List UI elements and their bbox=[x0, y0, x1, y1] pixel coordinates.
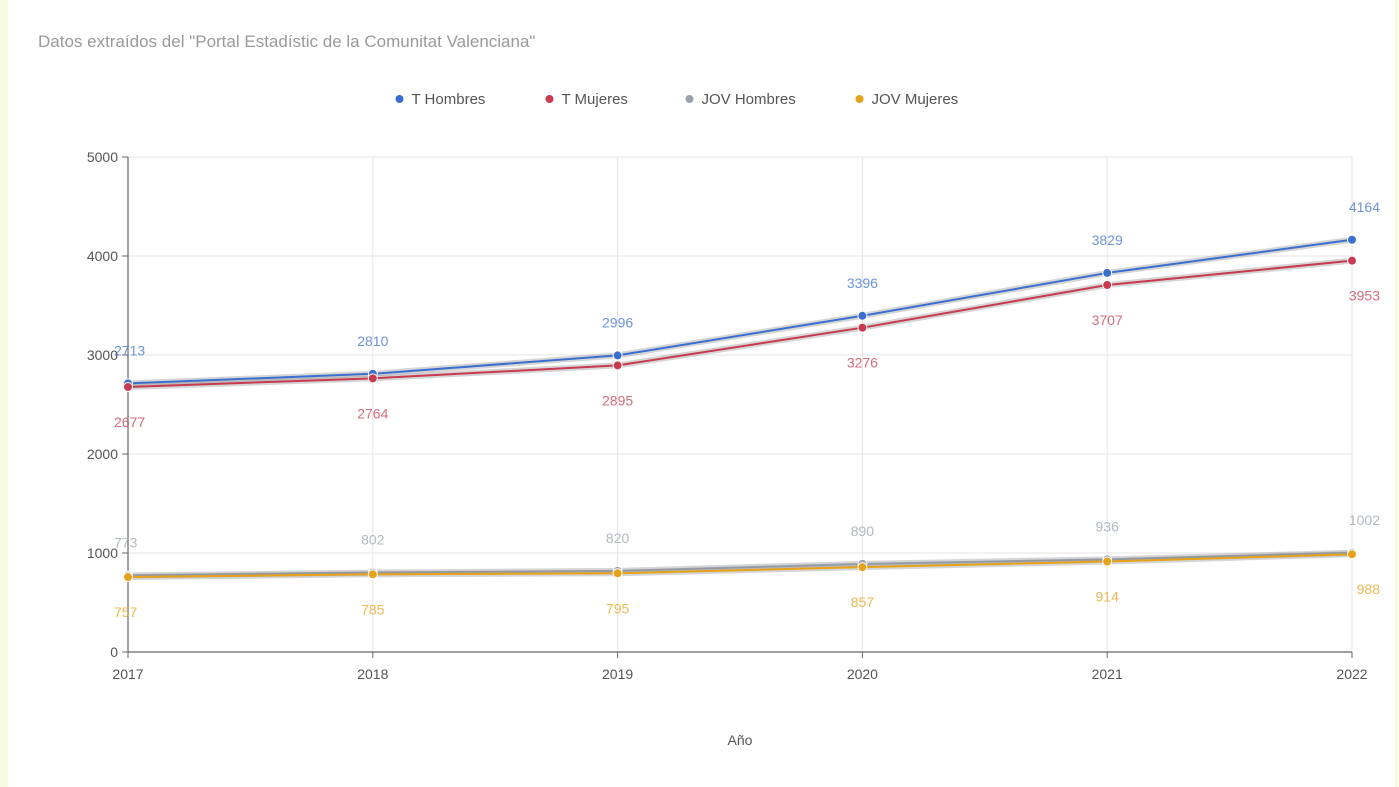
data-label: 785 bbox=[361, 601, 385, 617]
y-tick-label: 5000 bbox=[87, 149, 118, 165]
data-point bbox=[1102, 267, 1113, 278]
data-label: 2810 bbox=[357, 333, 388, 349]
series-line-2 bbox=[127, 551, 1353, 577]
data-label: 3829 bbox=[1092, 232, 1123, 248]
legend-label: T Hombres bbox=[412, 91, 486, 108]
data-point bbox=[1102, 280, 1113, 291]
data-label: 4164 bbox=[1349, 199, 1380, 215]
data-point bbox=[857, 562, 868, 573]
legend-marker bbox=[395, 95, 404, 103]
data-label: 802 bbox=[361, 532, 385, 548]
data-label: 795 bbox=[606, 600, 630, 616]
data-label: 890 bbox=[851, 523, 875, 539]
data-label: 2895 bbox=[602, 392, 633, 408]
data-label: 3953 bbox=[1349, 288, 1380, 304]
x-tick-label: 2018 bbox=[357, 666, 388, 682]
series-shadow-0 bbox=[127, 236, 1353, 387]
data-label: 936 bbox=[1096, 518, 1120, 534]
data-point bbox=[1347, 234, 1357, 245]
y-tick-label: 2000 bbox=[87, 446, 118, 462]
y-tick-label: 1000 bbox=[87, 545, 118, 561]
y-tick-label: 4000 bbox=[87, 248, 118, 264]
data-point bbox=[123, 572, 133, 583]
data-label: 3276 bbox=[847, 355, 878, 371]
legend-marker bbox=[545, 95, 554, 103]
data-label: 2764 bbox=[357, 405, 388, 421]
data-label: 757 bbox=[114, 604, 138, 620]
series-line-1 bbox=[127, 259, 1353, 388]
data-label: 2677 bbox=[114, 414, 145, 430]
x-tick-label: 2020 bbox=[847, 666, 878, 682]
legend-label: T Mujeres bbox=[562, 91, 628, 108]
x-tick-label: 2021 bbox=[1092, 666, 1123, 682]
data-label: 3396 bbox=[847, 275, 878, 291]
data-point bbox=[612, 568, 623, 579]
data-point bbox=[123, 381, 133, 392]
data-point bbox=[367, 373, 378, 384]
data-label: 1002 bbox=[1349, 512, 1380, 528]
data-label: 914 bbox=[1096, 589, 1120, 605]
x-tick-label: 2017 bbox=[112, 666, 143, 682]
legend-label: JOV Mujeres bbox=[872, 91, 959, 108]
data-label: 857 bbox=[851, 594, 875, 610]
x-tick-label: 2019 bbox=[602, 666, 633, 682]
y-tick-label: 3000 bbox=[87, 347, 118, 363]
legend-marker bbox=[855, 95, 864, 103]
y-tick-label: 0 bbox=[110, 644, 118, 660]
chart-card: Datos extraídos del "Portal Estadístic d… bbox=[8, 0, 1395, 787]
legend-marker bbox=[685, 95, 694, 103]
x-tick-label: 2022 bbox=[1336, 666, 1367, 682]
data-label: 2713 bbox=[114, 342, 145, 358]
data-point bbox=[367, 569, 378, 580]
data-label: 773 bbox=[114, 534, 138, 550]
series-line-0 bbox=[127, 238, 1353, 385]
data-point bbox=[1347, 255, 1357, 266]
data-label: 820 bbox=[606, 530, 630, 546]
data-point bbox=[612, 350, 623, 361]
data-point bbox=[1347, 549, 1357, 560]
series-line-3 bbox=[127, 553, 1353, 579]
x-axis-title: Año bbox=[728, 732, 753, 748]
data-point bbox=[612, 360, 623, 371]
data-point bbox=[857, 322, 868, 333]
legend-label: JOV Hombres bbox=[702, 91, 796, 108]
data-point bbox=[1102, 556, 1113, 567]
data-label: 2996 bbox=[602, 314, 633, 330]
data-point bbox=[857, 310, 868, 321]
data-label: 3707 bbox=[1092, 312, 1123, 328]
data-label: 988 bbox=[1357, 581, 1381, 597]
chart-subtitle: Datos extraídos del "Portal Estadístic d… bbox=[38, 32, 536, 51]
